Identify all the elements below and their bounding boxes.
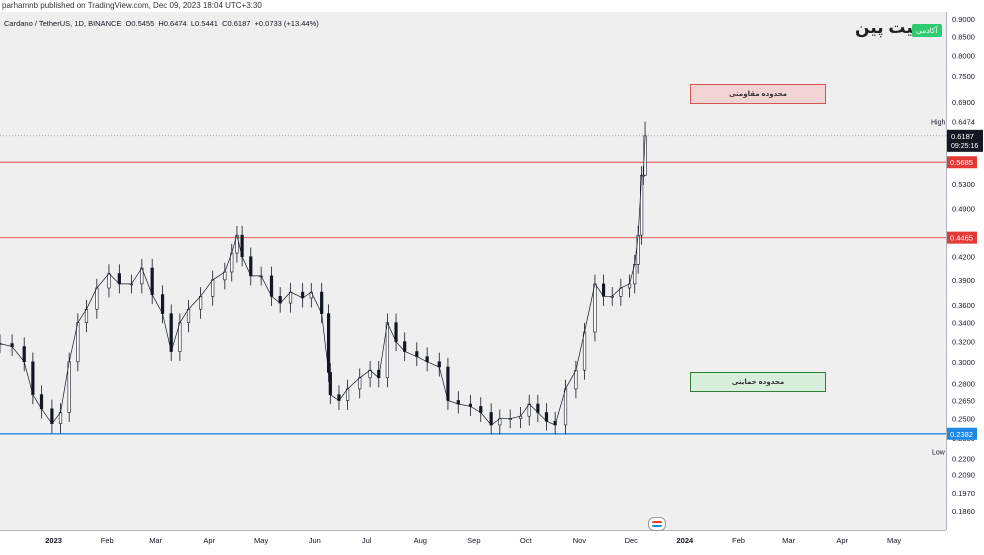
y-tick-label: 0.3000 [952,358,975,367]
brand-logo-tag: آکادمی [912,24,942,37]
candle-body [358,377,362,390]
candle-body [563,388,568,426]
legend-change: +0.0733 (+13.44%) [254,19,319,28]
x-tick-label: Dec [625,536,639,545]
low-label: Low [932,450,946,457]
candle-body [150,267,154,295]
price-tag-timer: 09:25:16 [951,143,978,150]
events-flag-icon[interactable] [648,517,666,531]
y-tick-label: 0.4200 [952,253,975,262]
candle-body [223,271,227,281]
y-tick-label: 0.2650 [952,396,975,405]
resistance-lower-tag-text: 0.4465 [950,234,973,243]
high-value: 0.6474 [952,118,975,127]
candle-body [320,291,324,314]
candle-body [636,234,640,265]
y-tick-label: 0.3900 [952,276,975,285]
legend-close: C0.6187 [222,19,251,28]
resistance-upper-tag [947,156,977,169]
x-tick-label: Mar [149,536,162,545]
x-tick-label: Feb [101,536,114,545]
candle-body [107,273,111,289]
x-tick-label: 2024 [677,536,695,545]
y-tick-label: 0.8500 [952,33,975,42]
candle-body [593,283,597,333]
candle-body [446,366,450,401]
legend-high: H0.6474 [158,19,187,28]
legend-low: L0.5441 [190,19,218,28]
legend-open: O0.5455 [125,19,155,28]
candle-body [574,369,578,390]
publisher-line: parhamnb published on TradingView.com, D… [2,1,262,10]
y-tick-label: 0.2090 [952,471,975,480]
brand-logo-word: بیت پین [855,18,920,37]
resistance-zone-label[interactable]: محدوده مقاومتی [690,84,826,104]
y-tick-label: 0.1970 [952,489,975,498]
x-tick-label: Aug [414,536,427,545]
y-tick-label: 0.7500 [952,72,975,81]
y-tick-label: 0.2800 [952,379,975,388]
y-tick-label: 0.5300 [952,180,975,189]
time-axis[interactable] [0,530,946,555]
candle-body [76,322,80,363]
candle-body [269,275,274,297]
support-tag-text: 0.2382 [950,430,973,439]
candle-body [211,279,215,297]
candle-body [95,287,99,310]
x-tick-label: 2023 [45,536,62,545]
symbol-legend: Cardano / TetherUS, 1D, BINANCE O0.5455 … [4,19,321,28]
candle-body [160,294,165,314]
x-tick-label: May [254,536,268,545]
x-tick-label: Jul [362,536,372,545]
high-label: High [931,120,946,127]
x-tick-label: Mar [782,536,795,545]
x-tick-label: Apr [203,536,215,545]
candle-body [582,331,587,371]
y-tick-label: 0.9000 [952,15,975,24]
x-tick-label: Feb [732,536,745,545]
candle-body [640,175,644,236]
y-tick-label: 0.3400 [952,319,975,328]
candle-body [67,361,71,413]
x-tick-label: Sep [467,536,480,545]
y-tick-label: 0.4900 [952,205,975,214]
support-zone-label[interactable]: محدوده حمایتی [690,372,826,392]
resistance-lower-tag [947,231,977,244]
candle-body [288,291,293,304]
x-tick-label: Nov [573,536,587,545]
close-series-line [0,135,646,426]
candle-body [169,313,173,352]
y-tick-label: 0.6900 [952,98,975,107]
price-axis[interactable] [946,12,984,530]
x-tick-label: Oct [520,536,533,545]
y-tick-label: 0.8000 [952,52,975,61]
x-tick-label: Apr [836,536,848,545]
y-tick-label: 0.3200 [952,338,975,347]
candle-body [199,296,203,310]
y-tick-label: 0.1860 [952,507,975,516]
support-tag [947,427,977,440]
candle-body [50,408,54,425]
resistance-upper-tag-text: 0.5685 [950,158,973,167]
y-tick-label: 0.2200 [952,455,975,464]
candle-body [489,412,493,426]
legend-symbol: Cardano / TetherUS, 1D, BINANCE [4,19,122,28]
candle-body [31,361,35,395]
candle-body [385,322,389,379]
price-tag [947,129,983,152]
x-tick-label: May [887,536,901,545]
price-tag-value: 0.6187 [951,132,974,141]
y-tick-label: 0.2500 [952,415,975,424]
x-tick-label: Jun [309,536,321,545]
y-tick-label: 0.3600 [952,301,975,310]
candle-body [22,346,26,363]
candle-body [394,322,398,342]
candle-body [117,273,121,285]
